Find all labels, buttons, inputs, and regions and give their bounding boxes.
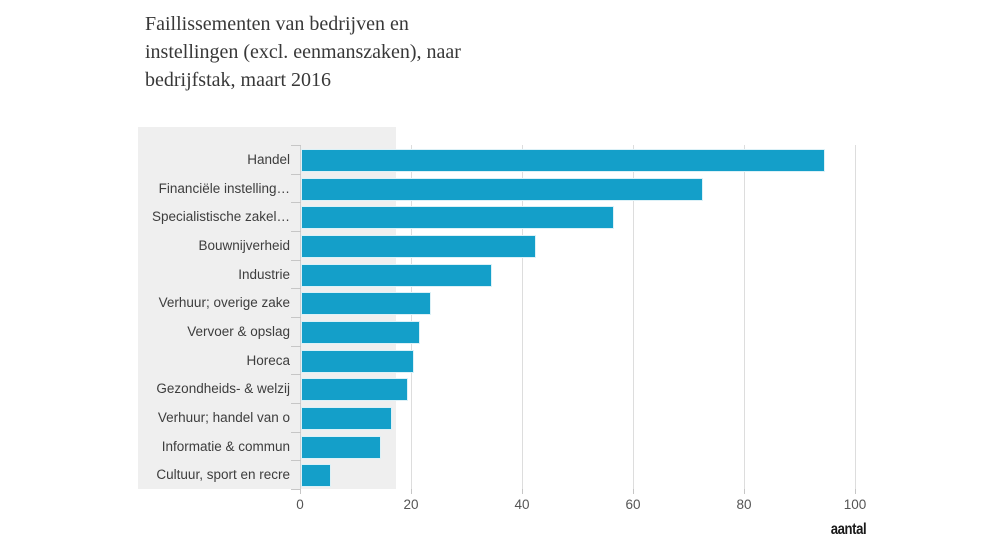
category-label-6: Verhuur; overige zake bbox=[158, 295, 290, 311]
category-label-10: Verhuur; handel van o bbox=[157, 409, 290, 425]
x-axis-unit-label: aantal bbox=[830, 521, 867, 538]
gridline-x-20 bbox=[411, 145, 412, 489]
x-axis-tick-60 bbox=[633, 489, 634, 494]
x-axis-label-20: 20 bbox=[403, 497, 419, 512]
y-axis-tick-0 bbox=[291, 145, 301, 146]
y-axis-tick-4 bbox=[291, 259, 301, 261]
bar-2 bbox=[301, 177, 703, 201]
y-axis-tick-5 bbox=[291, 288, 301, 290]
y-axis-tick-2 bbox=[291, 202, 301, 204]
x-axis-label-80: 80 bbox=[736, 497, 752, 512]
chart-title-line-3: bedrijfstak, maart 2016 bbox=[145, 69, 332, 91]
gridline-x-100 bbox=[855, 145, 856, 489]
category-label-5: Industrie bbox=[238, 266, 290, 282]
category-label-12: Cultuur, sport en recre bbox=[156, 467, 290, 483]
y-axis-tick-1 bbox=[291, 173, 301, 175]
x-axis-tick-20 bbox=[411, 489, 412, 494]
category-label-3: Specialistische zakel… bbox=[151, 209, 290, 225]
x-axis-label-60: 60 bbox=[625, 497, 641, 512]
y-axis-tick-11 bbox=[291, 460, 301, 462]
bar-12 bbox=[301, 464, 331, 488]
y-axis-tick-7 bbox=[291, 345, 301, 347]
bar-1 bbox=[301, 148, 825, 172]
category-label-7: Vervoer & opslag bbox=[187, 323, 290, 339]
x-axis-tick-80 bbox=[744, 489, 745, 494]
bar-6 bbox=[301, 292, 431, 316]
x-axis-label-40: 40 bbox=[514, 497, 530, 512]
bar-8 bbox=[301, 349, 414, 373]
x-axis-tick-0 bbox=[300, 489, 301, 494]
y-axis-tick-9 bbox=[291, 403, 301, 404]
category-label-11: Informatie & commun bbox=[161, 438, 290, 454]
gridline-x-80 bbox=[744, 145, 745, 489]
bar-9 bbox=[301, 378, 409, 402]
chart-title: Faillissementen van bedrijven en instell… bbox=[145, 10, 461, 94]
bar-4 bbox=[301, 234, 537, 258]
gridline-x-40 bbox=[522, 145, 523, 489]
y-axis-tick-3 bbox=[291, 231, 301, 232]
x-axis-label-0: 0 bbox=[296, 497, 304, 512]
bar-3 bbox=[301, 206, 614, 230]
bar-7 bbox=[301, 320, 420, 344]
chart-title-line-2: instellingen (excl. eenmanszaken), naar bbox=[145, 41, 461, 63]
category-label-9: Gezondheids- & welzij bbox=[156, 381, 290, 397]
bar-11 bbox=[301, 435, 381, 459]
gridline-x-60 bbox=[633, 145, 634, 489]
y-axis-tick-10 bbox=[291, 431, 301, 433]
y-axis-tick-6 bbox=[291, 317, 301, 318]
bar-10 bbox=[301, 406, 392, 430]
category-label-4: Bouwnijverheid bbox=[198, 237, 290, 253]
category-label-8: Horeca bbox=[246, 352, 290, 368]
x-axis-tick-100 bbox=[855, 489, 856, 494]
bar-5 bbox=[301, 263, 492, 287]
y-axis-tick-8 bbox=[291, 374, 301, 376]
y-axis-tick-12 bbox=[291, 489, 301, 490]
category-label-1: Handel bbox=[247, 151, 290, 167]
x-axis-label-100: 100 bbox=[843, 497, 867, 512]
plot-area bbox=[300, 145, 860, 489]
category-label-2: Financiële instelling… bbox=[158, 180, 290, 196]
chart-title-line-1: Faillissementen van bedrijven en bbox=[145, 13, 409, 35]
x-axis-tick-40 bbox=[522, 489, 523, 494]
